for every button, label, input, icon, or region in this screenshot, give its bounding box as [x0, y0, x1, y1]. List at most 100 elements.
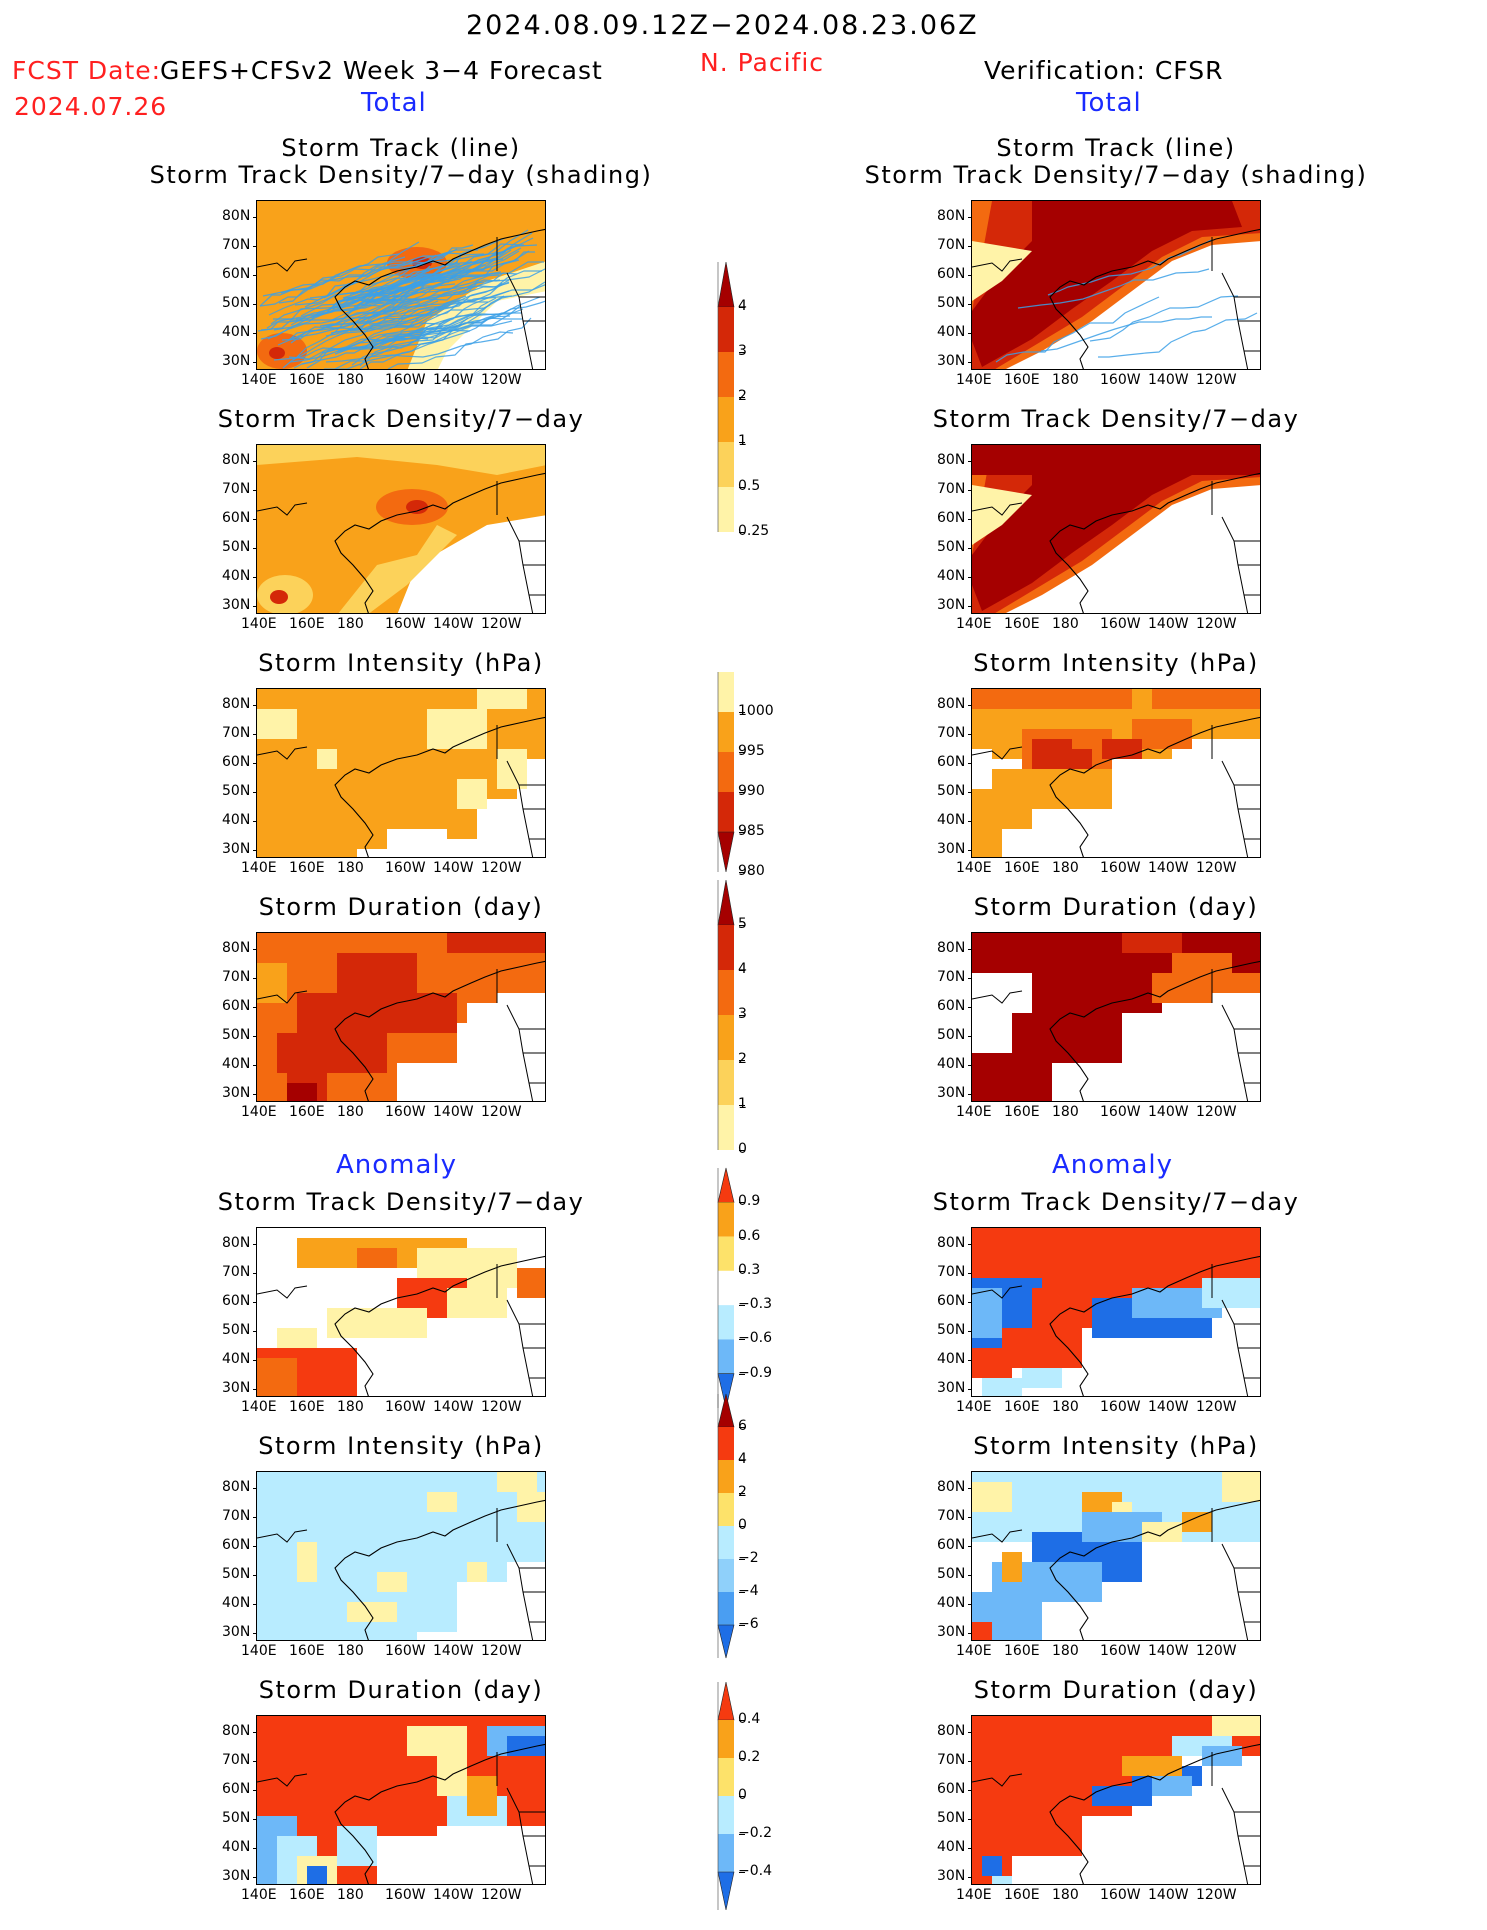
verification-duration-map [971, 932, 1261, 1102]
colorbar-duration_anom-segment [718, 1720, 734, 1758]
forecast-track-map [256, 200, 546, 370]
forecast-intensity_anom-title-1: Storm Intensity (hPa) [258, 1432, 544, 1460]
verification-duration-lat-label: 50N [937, 1027, 966, 1043]
forecast-density_anom-lon-label: 120W [481, 1399, 522, 1415]
forecast-track-lat-label: 70N [222, 237, 251, 253]
colorbar-duration_total-segment [718, 970, 734, 1015]
forecast-intensity_anom-lat-label: 80N [222, 1479, 251, 1495]
forecast-track-lat-label: 60N [222, 266, 251, 282]
verification-intensity_anom-map [971, 1471, 1261, 1641]
forecast-intensity-lon-label: 140W [433, 860, 474, 876]
colorbar-intensity_total-segment [718, 792, 734, 832]
verification-intensity-lon-label: 180 [1052, 860, 1079, 876]
verification-density-lon-label: 140E [956, 616, 992, 632]
forecast-duration-lat-label: 30N [222, 1085, 251, 1101]
colorbar-intensity_anom-segment [718, 1493, 734, 1526]
forecast-duration-lon-label: 140E [241, 1104, 277, 1120]
verification-density_anom-lon-label: 120W [1196, 1399, 1237, 1415]
colorbar-intensity_anom-label: 4 [738, 1451, 747, 1467]
forecast-intensity_anom-lon-label: 180 [337, 1643, 364, 1659]
verification-duration_anom-lat-label: 30N [937, 1868, 966, 1884]
forecast-track-title-1: Storm Track (line) [281, 134, 521, 162]
verification-duration-lon-label: 160E [1004, 1104, 1040, 1120]
forecast-intensity-lon-label: 160E [289, 860, 325, 876]
forecast-duration_anom-lon-label: 120W [481, 1887, 522, 1903]
forecast-duration_anom-lat-label: 80N [222, 1723, 251, 1739]
verification-intensity_anom-lon-label: 160W [1100, 1643, 1141, 1659]
colorbar-density_anom-label: 0.9 [738, 1193, 761, 1210]
colorbar-intensity_anom-label: 0 [738, 1517, 747, 1533]
colorbar-density_total-segment [718, 487, 734, 532]
verification-duration_anom-map [971, 1715, 1261, 1885]
verification-track-lon-label: 120W [1196, 372, 1237, 388]
colorbar-intensity_total-segment [718, 712, 734, 752]
colorbar-duration_total [717, 879, 735, 1150]
forecast-intensity-title-1: Storm Intensity (hPa) [258, 649, 544, 677]
forecast-duration_anom-map [256, 1715, 546, 1885]
forecast-duration_anom-lon-label: 140W [433, 1887, 474, 1903]
forecast-track-lat-label: 40N [222, 324, 251, 340]
forecast-density-lat-label: 50N [222, 539, 251, 555]
forecast-intensity-map [256, 688, 546, 858]
forecast-track-lon-label: 140E [241, 372, 277, 388]
verification-duration-lat-label: 80N [937, 940, 966, 956]
verification-duration_anom-lat-label: 70N [937, 1752, 966, 1768]
verification-density_anom-lat-label: 30N [937, 1380, 966, 1396]
colorbar-density_anom-label: 0.3 [738, 1261, 761, 1278]
verification-density_anom-lon-label: 140W [1148, 1399, 1189, 1415]
forecast-duration-lat-label: 70N [222, 969, 251, 985]
forecast-duration_anom-lon-label: 160E [289, 1887, 325, 1903]
verification-density_anom-title-1: Storm Track Density/7−day [932, 1188, 1300, 1216]
colorbar-duration_total-segment [718, 925, 734, 970]
verification-intensity-lat-label: 50N [937, 783, 966, 799]
forecast-track-lat-label: 80N [222, 208, 251, 224]
verification-density-lon-label: 180 [1052, 616, 1079, 632]
forecast-track-lon-label: 140W [433, 372, 474, 388]
verification-track-lon-label: 160W [1100, 372, 1141, 388]
forecast-duration-lon-label: 140W [433, 1104, 474, 1120]
colorbar-density_anom-label: −0.3 [738, 1296, 772, 1313]
region-label: N. Pacific [700, 48, 825, 77]
colorbar-duration_total-segment [718, 1060, 734, 1105]
forecast-system-label: GEFS+CFSv2 Week 3−4 Forecast [160, 56, 603, 85]
forecast-density-lon-label: 160E [289, 616, 325, 632]
verification-density-lon-label: 160E [1004, 616, 1040, 632]
verification-track-lat-label: 80N [937, 208, 966, 224]
colorbar-intensity_anom-arrow-bottom [717, 1624, 735, 1659]
colorbar-duration_anom-segment [718, 1796, 734, 1834]
forecast-duration-lat-label: 80N [222, 940, 251, 956]
forecast-density_anom-lat-label: 50N [222, 1322, 251, 1338]
verification-track-lat-label: 50N [937, 295, 966, 311]
forecast-track-lon-label: 180 [337, 372, 364, 388]
colorbar-density_anom-label: −0.6 [738, 1330, 772, 1347]
forecast-duration-map [256, 932, 546, 1102]
colorbar-duration_total-label: 2 [738, 1051, 747, 1067]
verification-duration_anom-lon-label: 180 [1052, 1887, 1079, 1903]
colorbar-duration_anom-label: 0 [738, 1787, 747, 1803]
colorbar-duration_anom-label: 0.4 [738, 1711, 761, 1727]
verification-label: Verification: CFSR [984, 56, 1224, 85]
forecast-intensity-lat-label: 80N [222, 696, 251, 712]
colorbar-density_anom-segment [718, 1270, 734, 1306]
colorbar-duration_total-label: 5 [738, 916, 747, 932]
forecast-track-title-2: Storm Track Density/7−day (shading) [149, 161, 653, 189]
verification-track-lat-label: 70N [937, 237, 966, 253]
colorbar-intensity_anom-label: −2 [738, 1550, 759, 1566]
forecast-density_anom-map [256, 1227, 546, 1397]
colorbar-intensity_anom-label: 6 [738, 1418, 747, 1434]
forecast-intensity_anom-lon-label: 120W [481, 1643, 522, 1659]
verification-density_anom-lat-label: 50N [937, 1322, 966, 1338]
colorbar-intensity_total-label: 1000 [738, 703, 774, 719]
verification-duration_anom-title-1: Storm Duration (day) [973, 1676, 1259, 1704]
forecast-density-lat-label: 80N [222, 452, 251, 468]
verification-intensity-title-1: Storm Intensity (hPa) [973, 649, 1259, 677]
colorbar-density_anom-segment [718, 1236, 734, 1271]
forecast-density_anom-lat-label: 70N [222, 1264, 251, 1280]
forecast-density_anom-lon-label: 140E [241, 1399, 277, 1415]
colorbar-density_anom-label: −0.9 [738, 1364, 772, 1381]
forecast-duration-lon-label: 120W [481, 1104, 522, 1120]
verification-density-lat-label: 70N [937, 481, 966, 497]
colorbar-intensity_anom-segment [718, 1427, 734, 1460]
colorbar-density_total-arrow-top [717, 261, 735, 308]
forecast-duration_anom-lat-label: 50N [222, 1810, 251, 1826]
